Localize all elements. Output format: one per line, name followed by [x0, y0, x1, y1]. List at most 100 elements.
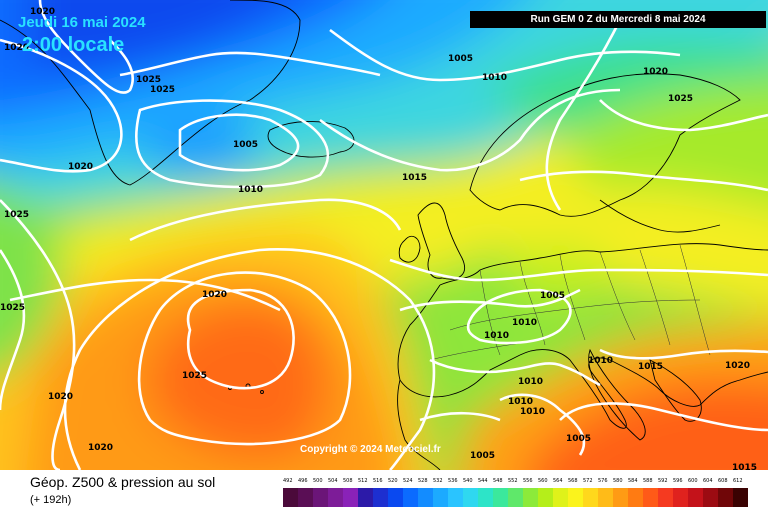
legend-label: 556	[523, 478, 533, 484]
isobar-label: 1015	[732, 463, 757, 470]
isobar-label: 1020	[202, 290, 227, 300]
legend-label: 588	[643, 478, 653, 484]
legend-swatch	[628, 488, 643, 507]
legend-label: 552	[508, 478, 518, 484]
legend-label: 580	[613, 478, 623, 484]
legend-swatch	[673, 488, 688, 507]
legend-swatch	[658, 488, 673, 507]
isobar-label: 1010	[518, 377, 543, 387]
isobar-label: 1020	[643, 67, 668, 77]
legend-label: 524	[403, 478, 413, 484]
isobar-label: 1025	[136, 75, 161, 85]
legend-label: 568	[568, 478, 578, 484]
legend-label: 612	[733, 478, 743, 484]
legend-label: 500	[313, 478, 323, 484]
legend-swatch	[718, 488, 733, 507]
legend-label: 536	[448, 478, 458, 484]
color-legend: 492 496 500 504 508 512 516 520 524 528 532 536 540 5…	[283, 478, 753, 510]
legend-label: 600	[688, 478, 698, 484]
legend-swatch	[508, 488, 523, 507]
legend-label: 508	[343, 478, 353, 484]
z500-color-field	[0, 0, 768, 470]
legend-swatch	[343, 488, 358, 507]
copyright-notice: Copyright © 2024 Meteociel.fr	[300, 444, 441, 455]
legend-swatch	[373, 488, 388, 507]
legend-swatch	[703, 488, 718, 507]
legend-swatch	[568, 488, 583, 507]
isobar-label: 1025	[182, 371, 207, 381]
legend-label: 496	[298, 478, 308, 484]
isobar-label: 1015	[638, 362, 663, 372]
forecast-date: Jeudi 16 mai 2024	[18, 14, 146, 31]
legend-label: 532	[433, 478, 443, 484]
isobar-label: 1010	[238, 185, 263, 195]
isobar-label: 1005	[566, 434, 591, 444]
legend-swatch	[403, 488, 418, 507]
isobar-label: 1025	[4, 210, 29, 220]
isobar-label: 1020	[68, 162, 93, 172]
isobar-label: 1020	[4, 43, 29, 53]
legend-label: 584	[628, 478, 638, 484]
isobar-label: 1010	[482, 73, 507, 83]
legend-label: 608	[718, 478, 728, 484]
geopotential-map: 1020102010251025100510201010102510051010…	[0, 0, 768, 470]
isobar-label: 1020	[48, 392, 73, 402]
legend-swatch	[478, 488, 493, 507]
legend-swatch	[328, 488, 343, 507]
legend-label: 576	[598, 478, 608, 484]
legend-swatch	[358, 488, 373, 507]
legend-label: 544	[478, 478, 488, 484]
legend-label: 572	[583, 478, 593, 484]
legend-swatch	[433, 488, 448, 507]
legend-swatch	[733, 488, 748, 507]
legend-swatch	[583, 488, 598, 507]
footer: Géop. Z500 & pression au sol (+ 192h) 49…	[0, 470, 768, 512]
isobar-labels: 1020102010251025100510201010102510051010…	[0, 7, 757, 470]
isobar-label: 1005	[233, 140, 258, 150]
isobar-label: 1005	[448, 54, 473, 64]
legend-swatch	[613, 488, 628, 507]
map-title: Géop. Z500 & pression au sol	[30, 474, 216, 490]
legend-swatch	[463, 488, 478, 507]
isobar-label: 1020	[30, 7, 55, 17]
isobar-label: 1020	[725, 361, 750, 371]
legend-label: 512	[358, 478, 368, 484]
legend-label: 560	[538, 478, 548, 484]
legend-swatch	[493, 488, 508, 507]
isobar-label: 1025	[150, 85, 175, 95]
isobar-label: 1015	[402, 173, 427, 183]
isobar-label: 1005	[540, 291, 565, 301]
isobar-label: 1025	[668, 94, 693, 104]
legend-swatch	[448, 488, 463, 507]
legend-label: 540	[463, 478, 473, 484]
legend-label: 596	[673, 478, 683, 484]
legend-swatch	[598, 488, 613, 507]
legend-swatch	[523, 488, 538, 507]
legend-swatch	[688, 488, 703, 507]
legend-swatch	[298, 488, 313, 507]
legend-swatch	[538, 488, 553, 507]
legend-label: 492	[283, 478, 293, 484]
legend-swatch	[283, 488, 298, 507]
isobar-label: 1010	[512, 318, 537, 328]
isobar-label: 1025	[0, 303, 25, 313]
legend-label: 516	[373, 478, 383, 484]
legend-label: 504	[328, 478, 338, 484]
legend-swatch	[643, 488, 658, 507]
isobar-label: 1010	[484, 331, 509, 341]
isobar-label: 1010	[588, 356, 613, 366]
isobars	[0, 0, 768, 470]
isobar-label: 1020	[88, 443, 113, 453]
isobar-label: 1005	[470, 451, 495, 461]
country-borders	[429, 244, 711, 361]
legend-label: 604	[703, 478, 713, 484]
legend-swatch	[418, 488, 433, 507]
legend-swatch	[388, 488, 403, 507]
forecast-time: 2:00 locale	[22, 34, 125, 56]
legend-label: 592	[658, 478, 668, 484]
coastlines	[0, 0, 768, 470]
forecast-range: (+ 192h)	[30, 494, 72, 506]
legend-label: 520	[388, 478, 398, 484]
legend-label: 564	[553, 478, 563, 484]
run-info: Run GEM 0 Z du Mercredi 8 mai 2024	[470, 11, 766, 28]
